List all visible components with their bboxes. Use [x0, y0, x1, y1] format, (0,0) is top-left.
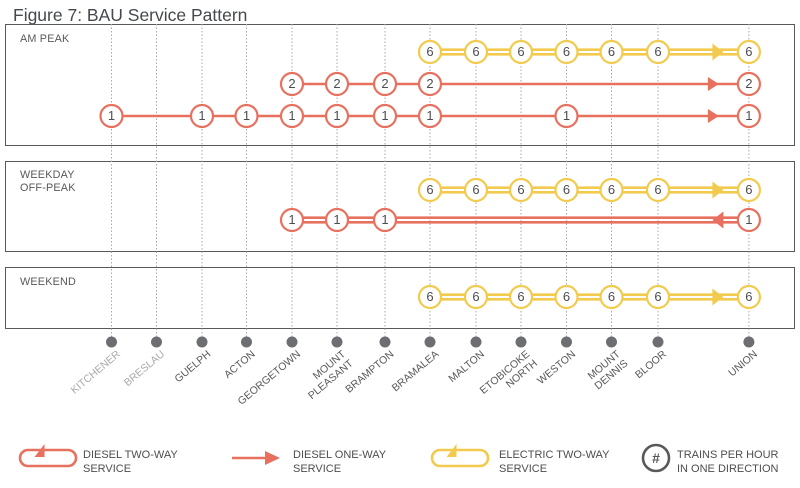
- svg-text:#: #: [652, 450, 660, 466]
